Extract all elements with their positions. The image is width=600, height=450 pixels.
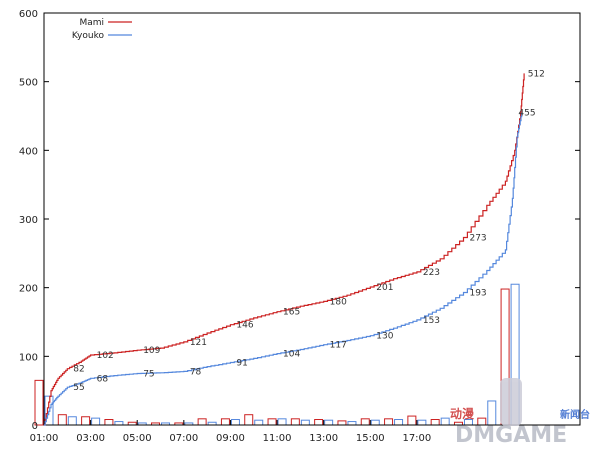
x-tick-label: 07:00 [169,433,198,444]
data-label-kyouko: 117 [330,341,347,351]
bar-mami [290,418,300,426]
data-labels: 82 102 109 121 146 165 180 201 223 273 512 55 68 75 78… [73,69,545,393]
bar-kyouko [394,419,404,426]
x-tick-label: 13:00 [309,433,338,444]
watermark-logo: 动漫 新闻台 DMGAME [450,378,590,448]
data-label-mami: 102 [97,351,114,361]
data-label-mami: 180 [330,297,347,307]
bar-mami [407,415,417,426]
bar-mami [360,418,370,426]
bar-mami [244,414,254,426]
watermark-text-main: DMGAME [455,423,567,448]
bar-kyouko [324,419,334,426]
data-label-mami: 109 [143,346,160,356]
bar-kyouko [300,419,310,426]
data-label-kyouko: 455 [518,109,535,119]
bar-mami [197,418,207,426]
data-label-mami: 273 [469,234,486,244]
data-label-kyouko: 130 [376,332,393,342]
series-line-kyouko [44,112,523,426]
bar-mami [34,379,44,426]
x-tick-label: 05:00 [123,433,152,444]
bar-kyouko [67,416,77,426]
series-line-mami [44,73,525,426]
bar-kyouko [277,418,287,426]
bar-mami [267,418,277,426]
x-tick-label: 11:00 [263,433,292,444]
data-label-kyouko: 78 [190,367,202,377]
bar-kyouko [91,417,101,426]
bar-kyouko [487,400,497,426]
bar-mami [220,418,230,426]
watermark-text-top: 动漫 [450,406,475,421]
data-label-mami: 146 [236,321,253,331]
bar-kyouko [440,417,450,426]
data-label-kyouko: 91 [236,359,247,369]
data-label-mami: 223 [423,268,440,278]
bar-kyouko [230,419,240,426]
bar-kyouko [417,419,427,426]
bar-mami [337,420,347,426]
bar-kyouko [254,419,264,426]
bar-mami [81,416,91,426]
data-label-kyouko: 153 [423,316,440,326]
x-tick-label: 15:00 [356,433,385,444]
watermark-text-side: 新闻台 [560,408,590,421]
bar-mami [384,418,394,426]
y-tick-label: 100 [19,352,38,363]
data-label-kyouko: 55 [73,383,84,393]
watermark-figure [500,378,522,426]
y-tick-label: 500 [19,78,38,89]
x-tick-label: 01:00 [30,433,59,444]
legend: Mami Kyouko [72,18,132,41]
data-label-mami: 201 [376,283,393,293]
plot-frame [43,12,581,426]
bar-kyouko [114,421,124,426]
y-tick-label: 0 [32,421,38,432]
bar-kyouko [347,421,357,426]
axes: 0 100 200 300 400 500 600 01:00 03:00 05:00 07:00 0… [19,9,581,444]
bar-mami [430,419,440,426]
y-tick-label: 200 [19,284,38,295]
y-tick-label: 600 [19,9,38,20]
data-label-kyouko: 75 [143,370,154,380]
legend-label-mami: Mami [79,18,104,28]
x-tick-label: 17:00 [402,433,431,444]
y-tick-label: 300 [19,215,38,226]
legend-label-kyouko: Kyouko [72,31,105,41]
y-tick-label: 400 [19,146,38,157]
data-label-mami: 82 [73,365,84,375]
data-label-kyouko: 68 [97,374,109,384]
x-tick-label: 03:00 [76,433,105,444]
data-label-mami: 165 [283,308,300,318]
x-tick-label: 09:00 [216,433,245,444]
bar-kyouko [370,419,380,426]
bar-mami [314,419,324,426]
data-label-mami: 512 [528,69,545,79]
bar-mami [104,419,114,426]
bar-mami [57,414,67,426]
data-label-kyouko: 104 [283,350,300,360]
data-label-mami: 121 [190,338,207,348]
series-lines [44,73,525,426]
data-label-kyouko: 193 [469,288,486,298]
